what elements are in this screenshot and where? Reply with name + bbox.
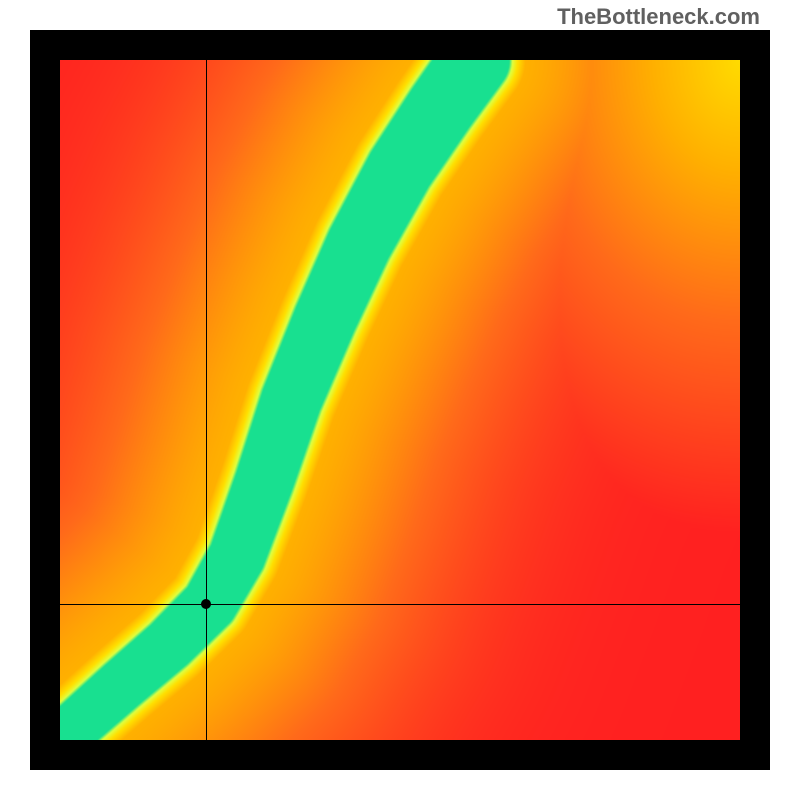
crosshair-marker	[201, 599, 211, 609]
crosshair-horizontal	[60, 604, 740, 605]
heatmap-plot	[60, 60, 740, 740]
heatmap-canvas	[60, 60, 740, 740]
attribution-text: TheBottleneck.com	[557, 4, 760, 30]
crosshair-vertical	[206, 60, 207, 740]
plot-outer-frame	[30, 30, 770, 770]
